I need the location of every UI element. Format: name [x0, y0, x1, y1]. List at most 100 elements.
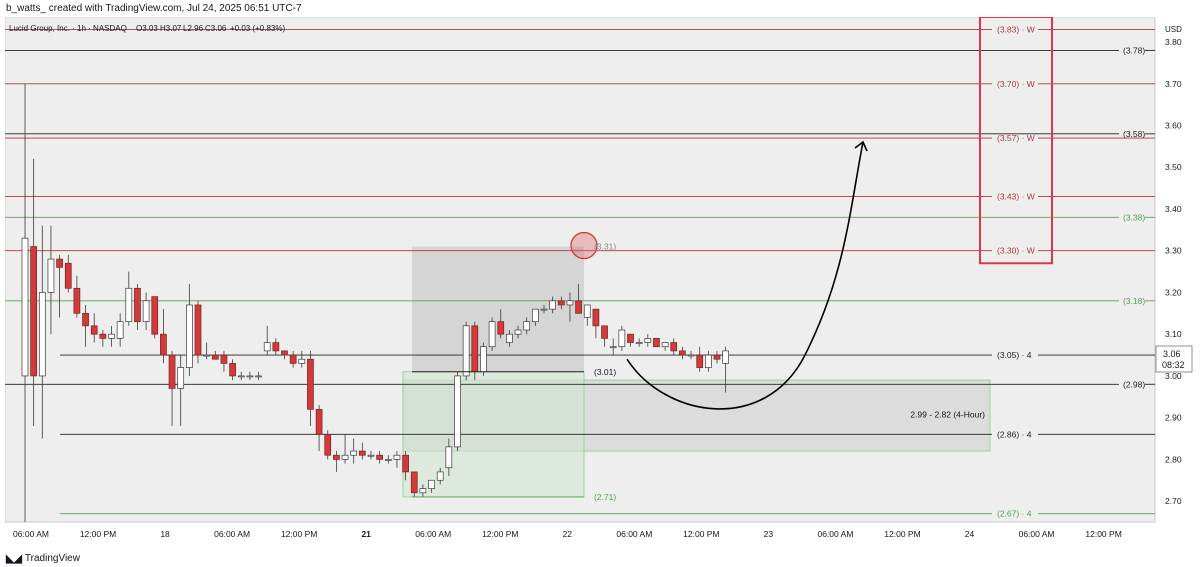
candle-up	[298, 358, 306, 364]
candle-up	[635, 342, 643, 344]
x-tick-label: 06:00 AM	[214, 529, 250, 539]
range-low-label: (2.71)	[594, 492, 616, 502]
footer: ◣◢ TradingView	[6, 551, 80, 565]
candle-up	[341, 454, 349, 460]
candle-down	[272, 342, 280, 352]
x-tick-label: 12:00 PM	[884, 529, 920, 539]
chart-area[interactable]: (3.83) · W (3.78) (3.70) · W (3.58) (3.57) ·…	[4, 16, 1195, 549]
candle-down	[194, 304, 202, 356]
candle-up	[531, 308, 539, 323]
y-tick-label: 2.70	[1165, 496, 1182, 506]
candle-up	[454, 375, 461, 448]
legend-low: L2.96	[183, 24, 204, 33]
candle-down	[410, 471, 418, 494]
target-levels-box[interactable]	[979, 16, 1053, 265]
price-badge-price: 3.06	[1163, 349, 1181, 359]
highlight-circle[interactable]	[570, 231, 598, 260]
candle-down	[627, 333, 634, 343]
candle-down	[307, 358, 314, 410]
candle-up	[480, 346, 487, 373]
candle-up	[523, 321, 531, 331]
x-tick-label: 12:00 PM	[80, 529, 116, 539]
level-label: (2.98)	[1123, 379, 1145, 389]
candle-up	[549, 300, 557, 310]
y-tick-label: 3.80	[1165, 37, 1182, 47]
legend-symbol: Lucid Group, Inc. · 1h · NASDAQ	[9, 24, 127, 33]
x-tick-label: 06:00 AM	[817, 529, 853, 539]
level-label: (3.58)	[1123, 129, 1145, 139]
y-tick-label: 3.00	[1165, 371, 1182, 381]
level-label: (3.78)	[1123, 45, 1145, 55]
level-label: (3.18)	[1123, 296, 1145, 306]
candle-up	[393, 454, 401, 460]
candle-up	[428, 479, 435, 489]
x-tick-label: 21	[361, 529, 371, 539]
projection-arrow[interactable]	[626, 141, 864, 410]
level-label: (2.86) · 4	[997, 429, 1032, 439]
x-tick-label: 06:00 AM	[415, 529, 451, 539]
candle-up	[687, 354, 695, 357]
candle-down	[713, 354, 721, 360]
candle-up	[384, 459, 392, 461]
candle-down	[315, 408, 323, 435]
level-label: (3.83) · W	[997, 25, 1035, 35]
level-label: (3.30) · W	[997, 246, 1035, 256]
x-tick-label: 06:00 AM	[1019, 529, 1055, 539]
candle-up	[116, 321, 124, 339]
candle-up	[488, 321, 496, 348]
price-badge-countdown: 08:32	[1162, 360, 1185, 370]
legend-open: O3.03	[136, 24, 158, 33]
candle-down	[73, 287, 81, 314]
price-badge	[1155, 345, 1193, 373]
zone-label: 2.99 - 2.82 (4-Hour)	[910, 410, 985, 420]
candle-down	[696, 354, 704, 368]
candle-down	[376, 454, 383, 460]
x-tick-label: 12:00 PM	[683, 529, 719, 539]
footer-brand: TradingView	[24, 552, 80, 564]
x-tick-label: 18	[160, 529, 170, 539]
candle-up	[21, 237, 29, 377]
tradingview-logo-icon: ◣◢	[6, 552, 22, 565]
candle-up	[445, 446, 453, 469]
price-chart[interactable]: (3.83) · W (3.78) (3.70) · W (3.58) (3.57) ·…	[4, 16, 1195, 549]
x-tick-label: 24	[965, 529, 975, 539]
currency-label[interactable]: USD	[1165, 25, 1182, 34]
candle-down	[557, 300, 565, 306]
candle-down	[359, 450, 366, 456]
candle-up	[722, 350, 730, 364]
candle-up	[203, 354, 210, 357]
candle-down	[497, 321, 505, 335]
level-label: (3.05) · 4	[997, 350, 1032, 360]
candle-down	[90, 325, 98, 335]
candle-down	[471, 325, 479, 373]
candle-up	[47, 258, 55, 293]
candle-down	[592, 308, 600, 327]
candle-down	[653, 338, 660, 348]
candle-up	[436, 471, 444, 481]
legend-high: H3.07	[160, 24, 182, 33]
candle-down	[220, 354, 228, 364]
candle-down	[211, 354, 219, 360]
price-axis-background	[1155, 17, 1195, 522]
time-axis-background	[5, 522, 1195, 549]
x-tick-label: 12:00 PM	[482, 529, 518, 539]
candle-up	[237, 375, 245, 378]
candle-up	[661, 342, 669, 348]
candle-down	[30, 246, 37, 377]
candle-down	[333, 454, 340, 460]
candle-up	[618, 329, 626, 348]
candle-down	[679, 350, 686, 356]
candle-up	[246, 375, 254, 378]
candle-down	[64, 262, 72, 289]
gray-range-box[interactable]	[412, 246, 584, 372]
legend-close: C3.06	[205, 24, 227, 33]
level-label: (2.67) · 4	[997, 509, 1032, 519]
candle-down	[151, 296, 159, 335]
y-tick-label: 3.30	[1165, 246, 1182, 256]
candle-down	[670, 342, 678, 352]
candle-up	[350, 450, 358, 456]
candle-down	[168, 354, 176, 389]
x-tick-label: 06:00 AM	[13, 529, 49, 539]
candle-down	[82, 312, 89, 327]
y-tick-label: 3.20	[1165, 287, 1182, 297]
